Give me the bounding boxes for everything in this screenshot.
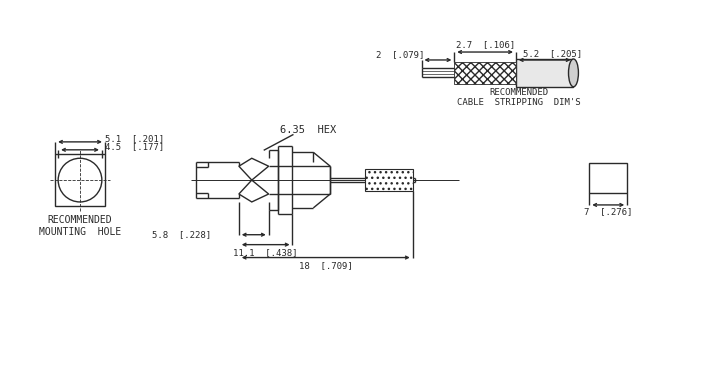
Text: 18  [.709]: 18 [.709] bbox=[299, 261, 353, 270]
Text: 5.2  [.205]: 5.2 [.205] bbox=[523, 50, 582, 58]
Bar bbox=[55, 154, 105, 206]
Text: 4.5  [.177]: 4.5 [.177] bbox=[105, 142, 164, 151]
Bar bbox=[590, 163, 627, 193]
Text: RECOMMENDED
CABLE  STRIPPING  DIM'S: RECOMMENDED CABLE STRIPPING DIM'S bbox=[457, 88, 580, 107]
Text: RECOMMENDED
MOUNTING  HOLE: RECOMMENDED MOUNTING HOLE bbox=[39, 216, 121, 237]
Text: 2  [.079]: 2 [.079] bbox=[376, 50, 424, 60]
Text: 11.1  [.438]: 11.1 [.438] bbox=[233, 248, 298, 257]
Text: 7  [.276]: 7 [.276] bbox=[584, 207, 632, 216]
Text: 2.7  [.106]: 2.7 [.106] bbox=[456, 41, 515, 50]
Text: 6.35  HEX: 6.35 HEX bbox=[280, 126, 336, 135]
Bar bbox=[365, 169, 413, 191]
Text: 5.8  [.228]: 5.8 [.228] bbox=[152, 230, 211, 239]
Bar bbox=[516, 59, 573, 87]
Bar bbox=[454, 62, 516, 84]
Text: 5.1  [.201]: 5.1 [.201] bbox=[105, 135, 164, 144]
Ellipse shape bbox=[569, 59, 578, 87]
